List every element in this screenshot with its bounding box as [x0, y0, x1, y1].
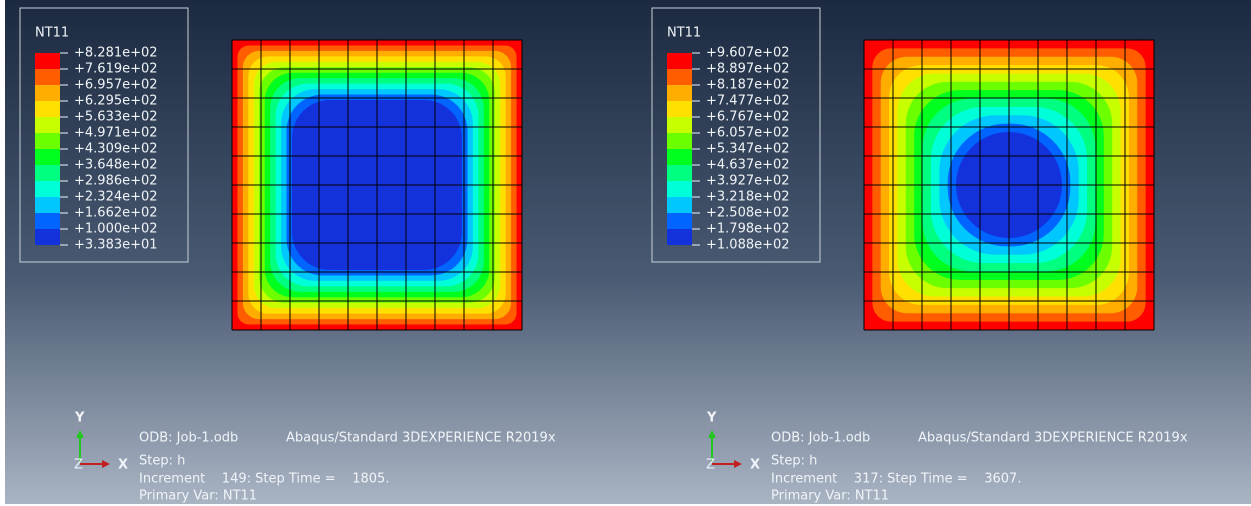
axis-y-label: Y — [706, 411, 717, 426]
legend-label: +5.633e+02 — [74, 110, 158, 125]
legend-swatch — [35, 133, 60, 149]
axis-z-label: Z — [706, 458, 715, 473]
legend-swatch — [35, 53, 60, 69]
legend-swatch — [667, 85, 692, 101]
legend-label: +9.607e+02 — [706, 46, 790, 61]
legend-label: +6.767e+02 — [706, 110, 790, 125]
legend-box — [651, 7, 821, 263]
legend-swatch — [667, 117, 692, 133]
legend-swatch — [35, 213, 60, 229]
legend-swatch — [35, 117, 60, 133]
legend-swatch — [35, 165, 60, 181]
primary-var: Primary Var: NT11 — [771, 489, 889, 504]
axis-y-head — [708, 430, 716, 438]
increment-info: Increment 317: Step Time = 3607. — [771, 472, 1021, 487]
legend-swatch — [667, 69, 692, 85]
axis-y-label: Y — [74, 411, 85, 426]
step-name: Step: h — [771, 454, 817, 469]
legend-swatch — [35, 101, 60, 117]
legend-label: +1.798e+02 — [706, 222, 790, 237]
legend-swatch — [667, 181, 692, 197]
step-name: Step: h — [139, 454, 185, 469]
legend-label: +6.295e+02 — [74, 94, 158, 109]
legend-label: +2.508e+02 — [706, 206, 790, 221]
product-name: Abaqus/Standard 3DEXPERIENCE R2019x — [918, 431, 1188, 446]
legend-label: +3.218e+02 — [706, 190, 790, 205]
axis-x-head — [102, 460, 110, 468]
legend-swatch — [35, 85, 60, 101]
contour-plot — [863, 39, 1155, 331]
legend-label: +1.088e+02 — [706, 238, 790, 253]
legend-swatch — [667, 213, 692, 229]
legend-label: +6.057e+02 — [706, 126, 790, 141]
legend-swatch — [35, 181, 60, 197]
axis-y-head — [76, 430, 84, 438]
legend-label: +3.383e+01 — [74, 238, 158, 253]
legend-swatch — [35, 197, 60, 213]
legend-label: +4.309e+02 — [74, 142, 158, 157]
legend-swatch — [35, 229, 60, 245]
odb-name: ODB: Job-1.odb — [139, 431, 238, 446]
legend-label: +2.986e+02 — [74, 174, 158, 189]
legend-swatch — [35, 149, 60, 165]
axis-x-label: X — [750, 458, 760, 473]
legend-swatch — [667, 53, 692, 69]
legend-label: +2.324e+02 — [74, 190, 158, 205]
legend-title: NT11 — [667, 26, 701, 41]
legend-label: +7.619e+02 — [74, 62, 158, 77]
legend-label: +4.637e+02 — [706, 158, 790, 173]
legend-label: +8.281e+02 — [74, 46, 158, 61]
legend-title: NT11 — [35, 26, 69, 41]
primary-var: Primary Var: NT11 — [139, 489, 257, 504]
product-name: Abaqus/Standard 3DEXPERIENCE R2019x — [286, 431, 556, 446]
legend-swatch — [35, 69, 60, 85]
legend-swatch — [667, 133, 692, 149]
legend-label: +1.662e+02 — [74, 206, 158, 221]
legend-label: +7.477e+02 — [706, 94, 790, 109]
legend-label: +4.971e+02 — [74, 126, 158, 141]
contour-plot — [231, 39, 523, 331]
axis-z-label: Z — [74, 458, 83, 473]
legend-label: +1.000e+02 — [74, 222, 158, 237]
legend-label: +5.347e+02 — [706, 142, 790, 157]
legend-swatch — [667, 165, 692, 181]
legend-swatch — [667, 197, 692, 213]
panel: NT11 +9.607e+02+8.897e+02+8.187e+02+7.477… — [651, 7, 1188, 504]
legend-box — [19, 7, 189, 263]
panel: NT11 +8.281e+02+7.619e+02+6.957e+02+6.295… — [19, 7, 556, 504]
axis-x-label: X — [118, 458, 128, 473]
legend-swatch — [667, 229, 692, 245]
legend-label: +8.897e+02 — [706, 62, 790, 77]
legend-swatch — [667, 149, 692, 165]
increment-info: Increment 149: Step Time = 1805. — [139, 472, 389, 487]
legend-label: +3.927e+02 — [706, 174, 790, 189]
legend-swatch — [667, 101, 692, 117]
legend-label: +8.187e+02 — [706, 78, 790, 93]
legend-label: +6.957e+02 — [74, 78, 158, 93]
axis-x-head — [734, 460, 742, 468]
legend-label: +3.648e+02 — [74, 158, 158, 173]
odb-name: ODB: Job-1.odb — [771, 431, 870, 446]
